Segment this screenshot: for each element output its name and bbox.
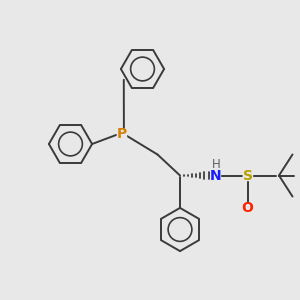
Text: S: S: [242, 169, 253, 182]
Bar: [243, 204, 252, 213]
Text: N: N: [210, 169, 222, 182]
Text: H: H: [212, 158, 220, 171]
Text: P: P: [116, 127, 127, 140]
Bar: [212, 171, 220, 180]
Bar: [243, 171, 252, 180]
Bar: [117, 129, 126, 138]
Text: O: O: [242, 202, 254, 215]
